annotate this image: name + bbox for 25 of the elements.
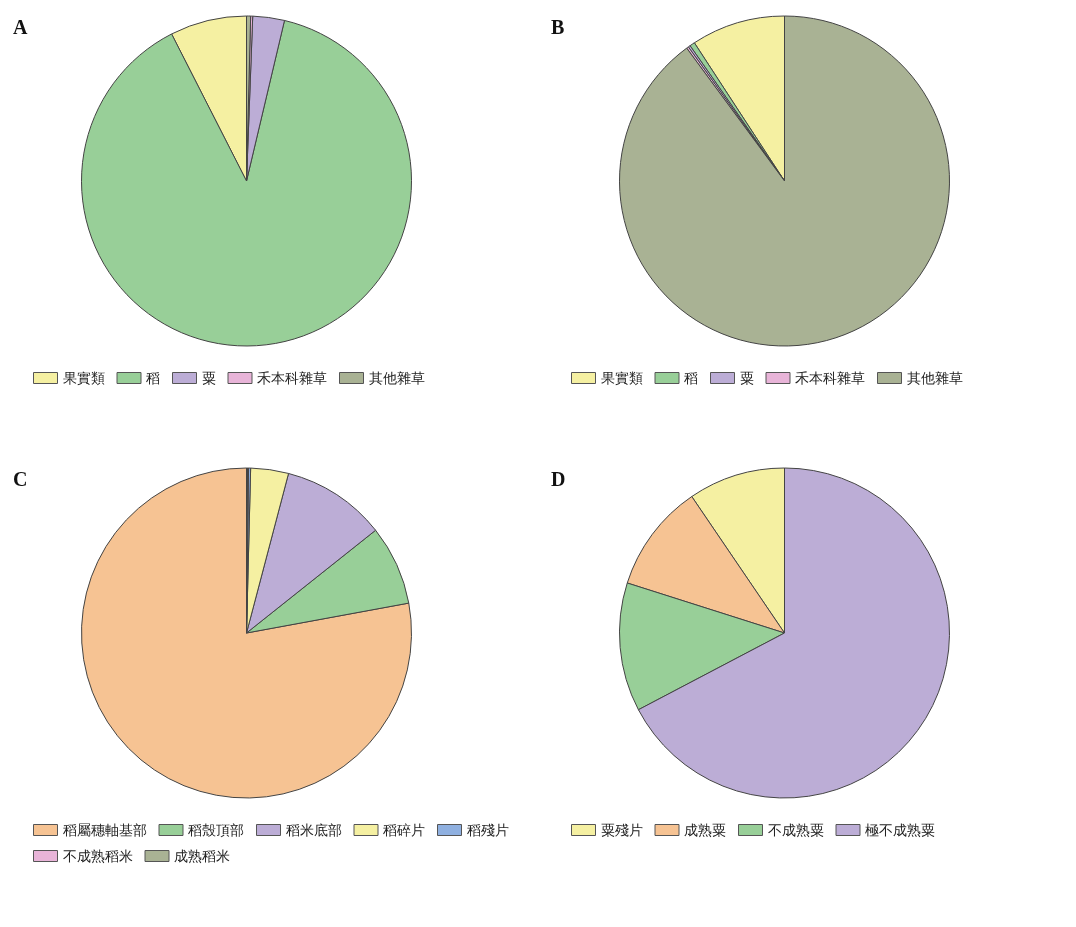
legend-label: 稻屬穗軸基部 (62, 822, 147, 838)
legend-label: 其他雜草 (906, 370, 963, 386)
legend-label: 粟 (739, 370, 754, 386)
legend-label: 稻 (146, 370, 160, 386)
legend-label: 成熟粟 (684, 822, 726, 838)
legend-label: 不成熟稻米 (62, 848, 133, 864)
legend-label: 稻殘片 (466, 822, 509, 838)
legend-label: 其他雜草 (368, 370, 425, 386)
legend-label: 粟殘片 (600, 822, 643, 838)
legend-label: 禾本科雜草 (795, 370, 865, 386)
legend-label: 粟 (201, 370, 216, 386)
legend-label: 成熟稻米 (174, 848, 230, 864)
legend-label: 稻殼頂部 (188, 822, 244, 838)
chart-title: D (551, 468, 566, 490)
chart-title: C (13, 468, 28, 490)
legend-label: 果實類 (62, 370, 105, 386)
chart-title: B (551, 16, 565, 38)
legend-label: 不成熟粟 (767, 822, 824, 838)
legend-label: 果實類 (600, 370, 643, 386)
legend-label: 稻碎片 (383, 822, 425, 838)
legend-label: 極不成熟粟 (865, 822, 935, 838)
chart-title: A (13, 16, 28, 38)
legend-label: 稻 (684, 370, 698, 386)
legend-label: 稻米底部 (285, 822, 342, 838)
legend-label: 禾本科雜草 (257, 370, 327, 386)
